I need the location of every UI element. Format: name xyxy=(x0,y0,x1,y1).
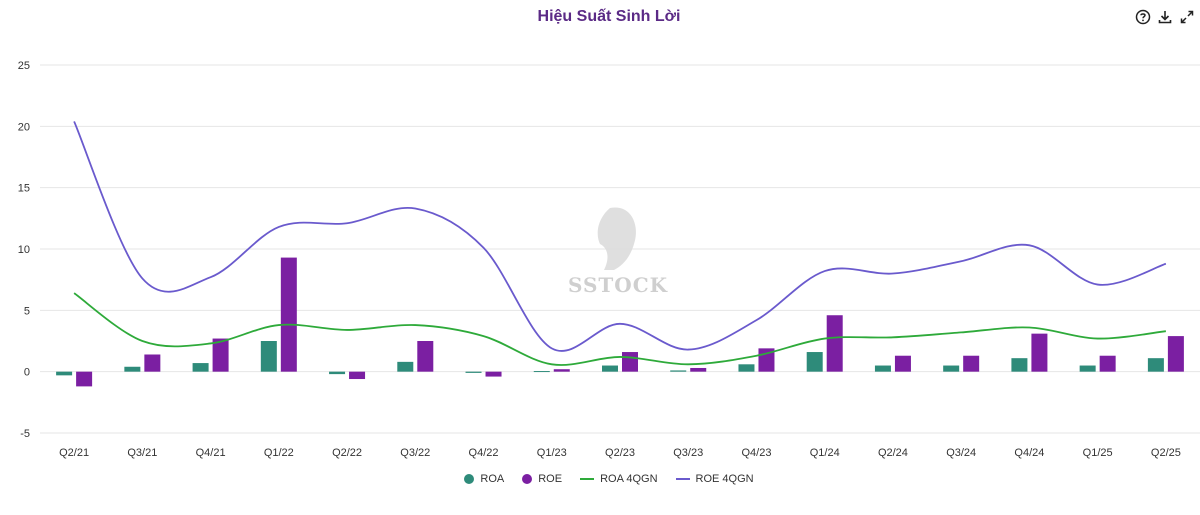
legend-item-roe[interactable]: ROE xyxy=(522,473,562,485)
x-tick-label: Q3/22 xyxy=(400,447,430,459)
x-tick-label: Q2/21 xyxy=(59,447,89,459)
bar-roe xyxy=(1031,333,1048,372)
bar-roe xyxy=(76,371,93,387)
bar-roe xyxy=(1099,355,1116,372)
legend-marker-roe-4qgn xyxy=(675,478,690,480)
bar-roa xyxy=(260,341,277,372)
chart-title: Hiệu Suất Sinh Lời xyxy=(537,8,681,25)
y-tick-label: 10 xyxy=(18,244,30,256)
legend-item-roa-4qgn[interactable]: ROA 4QGN xyxy=(580,473,658,485)
x-tick-label: Q4/21 xyxy=(196,447,226,459)
bar-roa xyxy=(192,363,209,372)
y-tick-label: 25 xyxy=(18,60,30,72)
bar-roa xyxy=(670,370,687,372)
bar-roe xyxy=(1167,336,1184,372)
bar-roe xyxy=(280,257,297,372)
bar-roa xyxy=(533,371,550,373)
bar-roe xyxy=(349,371,366,380)
x-tick-label: Q3/24 xyxy=(946,447,976,459)
x-tick-label: Q1/22 xyxy=(264,447,294,459)
y-tick-label: 15 xyxy=(18,183,30,195)
bar-roe xyxy=(622,352,638,372)
y-tick-labels: -5 0 5 10 15 20 25 xyxy=(18,60,30,440)
bar-roa xyxy=(397,361,414,372)
expand-icon[interactable] xyxy=(1178,8,1196,26)
bar-roe xyxy=(485,371,502,377)
bar-roa xyxy=(1079,365,1096,372)
x-tick-label: Q2/24 xyxy=(878,447,908,459)
y-tick-label: -5 xyxy=(20,428,30,440)
bar-roa xyxy=(943,365,960,372)
x-tick-label: Q2/22 xyxy=(332,447,362,459)
line-roe-4qgn xyxy=(73,121,1167,352)
y-tick-label: 5 xyxy=(24,305,30,317)
line-roa-4qgn xyxy=(73,292,1166,366)
bar-roe xyxy=(894,355,911,372)
question-circle-icon[interactable] xyxy=(1134,8,1152,26)
bar-roa xyxy=(874,365,891,372)
y-tick-label: 0 xyxy=(24,367,30,379)
bar-roe xyxy=(212,338,229,372)
bars xyxy=(56,257,1184,387)
bar-roe xyxy=(963,355,980,372)
bar-roa xyxy=(56,371,73,376)
watermark: SSTOCK xyxy=(568,207,668,297)
x-tick-label: Q3/21 xyxy=(127,447,157,459)
bar-roa xyxy=(124,366,141,372)
y-tick-label: 20 xyxy=(18,121,30,133)
legend-marker-roa xyxy=(464,474,475,484)
legend-item-roa[interactable]: ROA xyxy=(464,473,504,485)
bar-roa xyxy=(329,371,346,375)
x-tick-label: Q3/23 xyxy=(673,447,703,459)
x-tick-label: Q4/24 xyxy=(1014,447,1044,459)
legend-item-roe-4qgn[interactable]: ROE 4QGN xyxy=(675,473,754,485)
legend-label-roa: ROA xyxy=(480,473,505,485)
grid xyxy=(40,64,1200,434)
x-tick-label: Q4/22 xyxy=(469,447,499,459)
bar-roe xyxy=(826,315,843,372)
x-tick-label: Q2/23 xyxy=(605,447,635,459)
bar-roa xyxy=(1011,358,1028,372)
bar-roa xyxy=(465,371,482,373)
x-tick-labels: Q2/21 Q3/21 Q4/21 Q1/22 Q2/22 Q3/22 Q4/22 Q1/23… xyxy=(59,447,1181,459)
bar-roe xyxy=(690,367,707,372)
bar-roa xyxy=(806,352,823,372)
bar-roe xyxy=(417,341,434,372)
legend: ROA ROE ROA 4QGN ROE 4QGN xyxy=(0,473,1200,485)
legend-marker-roa-4qgn xyxy=(580,478,595,480)
legend-marker-roe xyxy=(522,474,533,484)
lines xyxy=(73,121,1167,366)
bar-roe xyxy=(553,369,570,372)
bar-roa xyxy=(1147,358,1164,372)
bar-roa xyxy=(602,365,618,372)
watermark-horse-icon xyxy=(597,207,636,270)
bar-roa xyxy=(738,364,755,372)
chart-toolbar xyxy=(1134,8,1196,26)
legend-label-roe: ROE xyxy=(538,473,563,485)
download-icon[interactable] xyxy=(1156,8,1174,26)
x-tick-label: Q4/23 xyxy=(741,447,771,459)
x-tick-label: Q1/24 xyxy=(810,447,840,459)
legend-label-roe-4qgn: ROE 4QGN xyxy=(695,473,754,485)
legend-label-roa-4qgn: ROA 4QGN xyxy=(600,473,658,485)
watermark-text: SSTOCK xyxy=(568,273,668,297)
bar-roe xyxy=(144,354,161,372)
x-tick-label: Q2/25 xyxy=(1151,447,1181,459)
x-tick-label: Q1/23 xyxy=(537,447,567,459)
x-tick-label: Q1/25 xyxy=(1083,447,1113,459)
